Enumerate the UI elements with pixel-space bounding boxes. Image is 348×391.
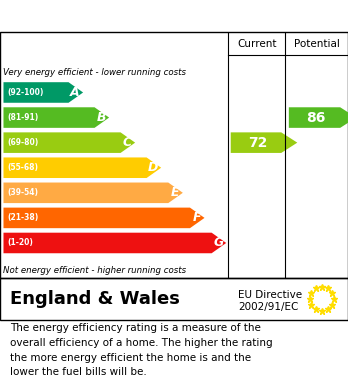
- Text: 2002/91/EC: 2002/91/EC: [238, 302, 299, 312]
- Polygon shape: [3, 208, 205, 228]
- Text: Energy Efficiency Rating: Energy Efficiency Rating: [14, 7, 243, 25]
- Text: Current: Current: [237, 39, 276, 49]
- Polygon shape: [3, 158, 161, 178]
- Text: EU Directive: EU Directive: [238, 289, 302, 300]
- Text: The energy efficiency rating is a measure of the
overall efficiency of a home. T: The energy efficiency rating is a measur…: [10, 323, 273, 377]
- Text: 72: 72: [248, 136, 267, 150]
- Text: Potential: Potential: [294, 39, 340, 49]
- Text: G: G: [213, 237, 223, 249]
- Polygon shape: [3, 82, 83, 103]
- Text: Very energy efficient - lower running costs: Very energy efficient - lower running co…: [3, 68, 187, 77]
- Text: (1-20): (1-20): [8, 239, 33, 248]
- Polygon shape: [3, 107, 109, 128]
- Text: E: E: [171, 186, 179, 199]
- Text: D: D: [148, 161, 158, 174]
- Text: (92-100): (92-100): [8, 88, 44, 97]
- Polygon shape: [3, 133, 135, 153]
- Polygon shape: [3, 233, 226, 253]
- Text: F: F: [192, 212, 201, 224]
- Text: 86: 86: [307, 111, 326, 125]
- Text: (55-68): (55-68): [8, 163, 39, 172]
- Text: (21-38): (21-38): [8, 213, 39, 222]
- Text: B: B: [96, 111, 106, 124]
- Polygon shape: [3, 183, 183, 203]
- Text: (69-80): (69-80): [8, 138, 39, 147]
- Text: (81-91): (81-91): [8, 113, 39, 122]
- Polygon shape: [231, 133, 297, 153]
- Text: (39-54): (39-54): [8, 188, 39, 197]
- Text: Not energy efficient - higher running costs: Not energy efficient - higher running co…: [3, 266, 187, 275]
- Text: A: A: [70, 86, 80, 99]
- Polygon shape: [289, 107, 348, 128]
- Text: C: C: [122, 136, 132, 149]
- Text: England & Wales: England & Wales: [10, 290, 180, 308]
